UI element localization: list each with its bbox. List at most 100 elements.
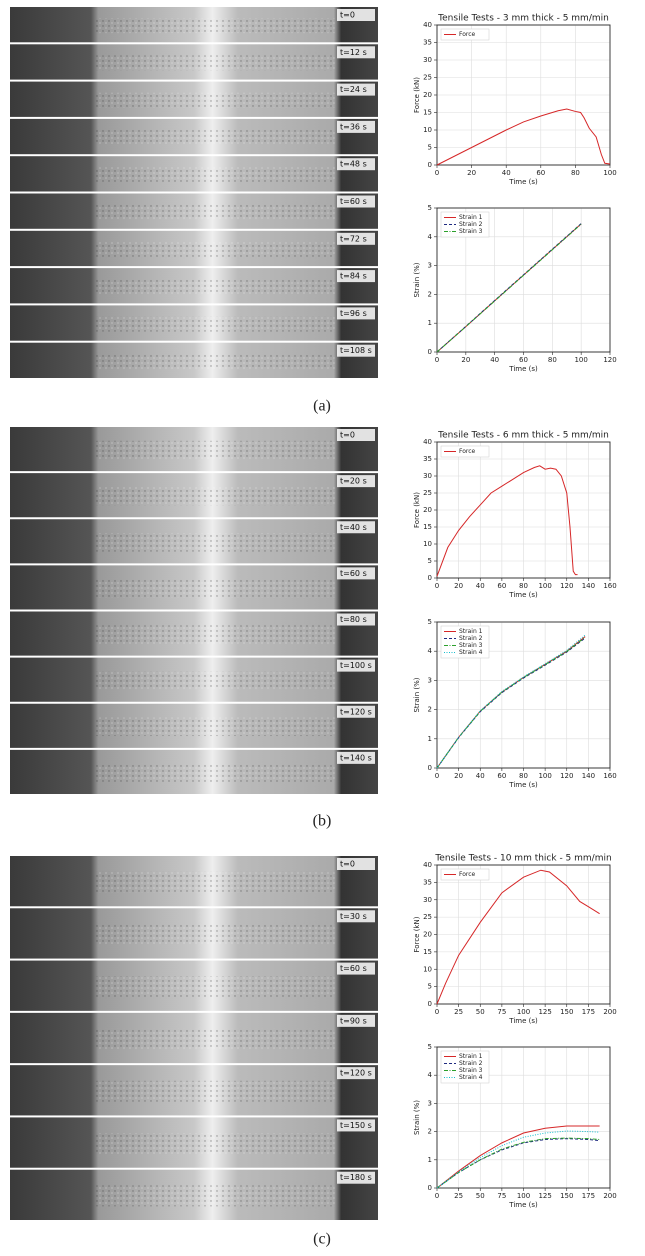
y-tick-label: 0	[428, 764, 432, 772]
x-tick-label: 40	[476, 582, 485, 590]
x-tick-label: 20	[461, 356, 470, 364]
legend-label: Strain 3	[459, 1067, 483, 1074]
frame-label-bg	[337, 1067, 375, 1080]
data-line	[436, 465, 578, 577]
frame-label: t=48 s	[340, 160, 367, 169]
legend-label: Strain 4	[459, 1074, 483, 1081]
y-tick-label: 4	[428, 1071, 433, 1079]
legend-label: Strain 2	[459, 1060, 483, 1067]
frame-label: t=20 s	[340, 477, 367, 486]
y-tick-label: 25	[423, 913, 432, 921]
chart-title: Tensile Tests - 6 mm thick - 5 mm/min	[437, 431, 609, 441]
x-tick-label: 100	[538, 772, 551, 780]
y-tick-label: 4	[428, 233, 433, 241]
data-line	[436, 223, 582, 353]
frame-label: t=84 s	[340, 272, 367, 281]
x-tick-label: 125	[538, 1192, 551, 1200]
frame-label: t=60 s	[340, 197, 367, 206]
y-tick-label: 20	[423, 91, 432, 99]
x-tick-label: 100	[574, 356, 587, 364]
y-tick-label: 2	[428, 1128, 432, 1136]
y-tick-label: 40	[423, 861, 432, 869]
y-tick-label: 10	[423, 965, 432, 973]
frame-label-bg	[337, 567, 375, 580]
specimen-speckle	[95, 871, 335, 893]
specimen-speckle	[95, 55, 335, 71]
specimen-speckle	[95, 717, 335, 737]
plot-frame	[436, 441, 611, 579]
y-tick-label: 35	[423, 878, 432, 886]
specimen-speckle	[95, 579, 335, 598]
x-tick-label: 175	[582, 1192, 595, 1200]
x-tick-label: 100	[517, 1192, 530, 1200]
frame-label-bg	[337, 270, 375, 283]
x-axis-label: Time (s)	[508, 1017, 538, 1025]
data-line	[436, 1125, 600, 1189]
x-tick-label: 80	[548, 356, 557, 364]
y-tick-label: 35	[423, 455, 432, 463]
x-tick-label: 200	[603, 1192, 616, 1200]
x-tick-label: 100	[538, 582, 551, 590]
plot-frame	[436, 207, 611, 353]
panel-label: (a)	[313, 398, 331, 415]
x-tick-label: 150	[560, 1008, 573, 1016]
x-tick-label: 20	[454, 582, 463, 590]
y-tick-label: 0	[428, 1000, 432, 1008]
frame-label-bg	[337, 613, 375, 626]
data-line	[436, 869, 600, 1005]
y-tick-label: 4	[428, 647, 433, 655]
x-tick-label: 80	[519, 582, 528, 590]
plot-frame	[436, 24, 611, 166]
panel-label: (b)	[313, 813, 332, 830]
y-axis-label: Strain (%)	[413, 262, 421, 297]
x-tick-label: 100	[603, 169, 616, 177]
specimen-speckle	[95, 92, 335, 108]
frame-label: t=150 s	[340, 1121, 372, 1130]
frame-label-bg	[337, 962, 375, 975]
specimen-speckle	[95, 923, 335, 945]
specimen-speckle	[95, 279, 335, 295]
frame-label: t=24 s	[340, 85, 367, 94]
x-tick-label: 60	[497, 772, 506, 780]
frame-label: t=100 s	[340, 661, 372, 670]
x-tick-label: 150	[560, 1192, 573, 1200]
y-tick-label: 25	[423, 489, 432, 497]
frame-label-bg	[337, 1171, 375, 1184]
y-tick-label: 15	[423, 523, 432, 531]
y-tick-label: 10	[423, 126, 432, 134]
specimen-speckle	[95, 1185, 335, 1207]
x-tick-label: 75	[497, 1008, 506, 1016]
x-tick-label: 50	[476, 1008, 485, 1016]
specimen-speckle	[95, 1080, 335, 1102]
specimen-speckle	[95, 625, 335, 644]
y-tick-label: 0	[428, 1184, 432, 1192]
y-tick-label: 40	[423, 21, 432, 29]
y-axis-label: Strain (%)	[413, 1100, 421, 1135]
frame-label-bg	[337, 158, 375, 171]
legend-label: Force	[459, 871, 476, 878]
specimen-speckle	[95, 976, 335, 998]
legend-label: Strain 1	[459, 1053, 483, 1060]
x-tick-label: 160	[603, 582, 616, 590]
frame-label: t=30 s	[340, 912, 367, 921]
panel-label: (c)	[313, 1231, 331, 1248]
frame-label: t=180 s	[340, 1173, 372, 1182]
frame-label-bg	[337, 307, 375, 320]
y-axis-label: Force (kN)	[413, 77, 421, 113]
data-line	[436, 1130, 600, 1189]
specimen-speckle	[95, 1133, 335, 1155]
plot-frame	[436, 864, 611, 1005]
x-tick-label: 0	[435, 582, 439, 590]
legend-label: Strain 1	[459, 628, 483, 635]
x-tick-label: 0	[435, 1008, 439, 1016]
x-tick-label: 140	[582, 772, 595, 780]
frame-label-bg	[337, 46, 375, 59]
y-tick-label: 1	[428, 319, 432, 327]
frame-label-bg	[337, 83, 375, 96]
x-tick-label: 60	[497, 582, 506, 590]
frame-label: t=72 s	[340, 234, 367, 243]
specimen-speckle	[95, 316, 335, 332]
x-tick-label: 0	[435, 772, 439, 780]
frame-label: t=120 s	[340, 1069, 372, 1078]
x-tick-label: 25	[454, 1008, 463, 1016]
